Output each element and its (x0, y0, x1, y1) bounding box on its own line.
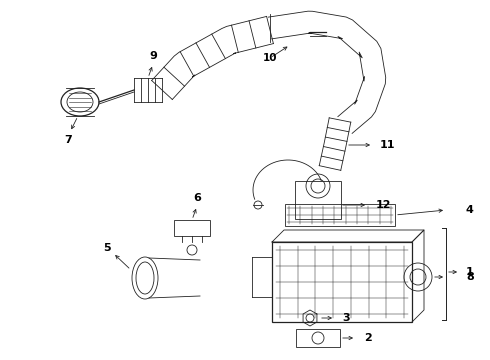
Text: 3: 3 (342, 313, 350, 323)
Bar (272, 242, 412, 322)
Text: 1: 1 (466, 267, 474, 277)
Text: 9: 9 (149, 51, 157, 61)
Text: 4: 4 (466, 205, 474, 215)
Text: 6: 6 (193, 193, 201, 203)
Text: 8: 8 (466, 272, 474, 282)
Text: 12: 12 (376, 200, 392, 210)
Text: 10: 10 (263, 53, 277, 63)
Bar (285, 204, 395, 226)
Bar (174, 220, 210, 236)
Text: 11: 11 (380, 140, 395, 150)
Text: 2: 2 (364, 333, 372, 343)
Bar (296, 329, 340, 347)
Text: 5: 5 (103, 243, 111, 253)
Text: 7: 7 (64, 135, 72, 145)
